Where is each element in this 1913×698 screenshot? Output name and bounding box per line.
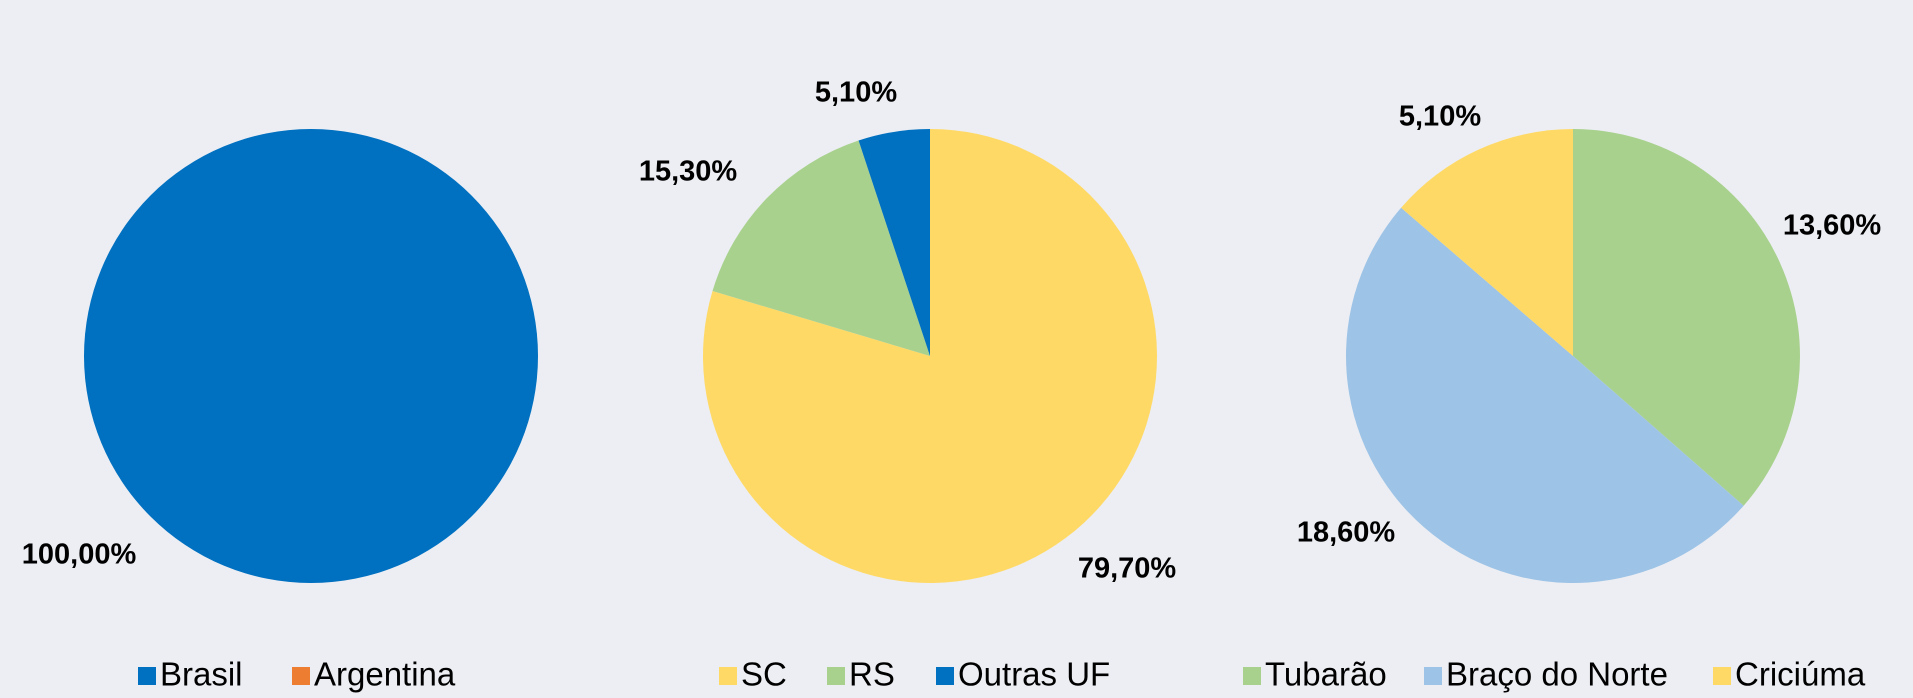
data-label: 13,60% <box>1783 210 1882 242</box>
legend-swatch <box>1424 667 1442 685</box>
data-label: 100,00% <box>22 539 137 571</box>
legend-swatch <box>936 667 954 685</box>
legend-label: Outras UF <box>958 656 1110 693</box>
data-label: 18,60% <box>1297 517 1396 549</box>
data-label: 79,70% <box>1078 553 1177 585</box>
pie-slice <box>703 129 1157 584</box>
pie-slice <box>1401 129 1573 356</box>
legend-swatch <box>827 667 845 685</box>
legend-swatch <box>719 667 737 685</box>
legend-swatch <box>138 667 156 685</box>
legend-label: Tubarão <box>1265 656 1387 693</box>
data-label: 15,30% <box>639 156 738 188</box>
legend-label: RS <box>849 656 895 693</box>
data-label: 5,10% <box>1399 101 1481 133</box>
pie-slice <box>712 140 930 356</box>
legend-swatch <box>1243 667 1261 685</box>
legend-label: Braço do Norte <box>1446 656 1668 693</box>
legend-swatch <box>292 667 310 685</box>
data-label: 5,10% <box>815 77 897 109</box>
legend-label: Brasil <box>160 656 243 693</box>
legend-label: Criciúma <box>1735 656 1866 693</box>
legend-label: Argentina <box>314 656 456 693</box>
pie-slice <box>84 129 538 583</box>
legend-label: SC <box>741 656 787 693</box>
legend-swatch <box>1713 667 1731 685</box>
pie-slice <box>1573 129 1800 506</box>
pie-slice <box>858 129 930 356</box>
pie-slice <box>1346 207 1744 583</box>
